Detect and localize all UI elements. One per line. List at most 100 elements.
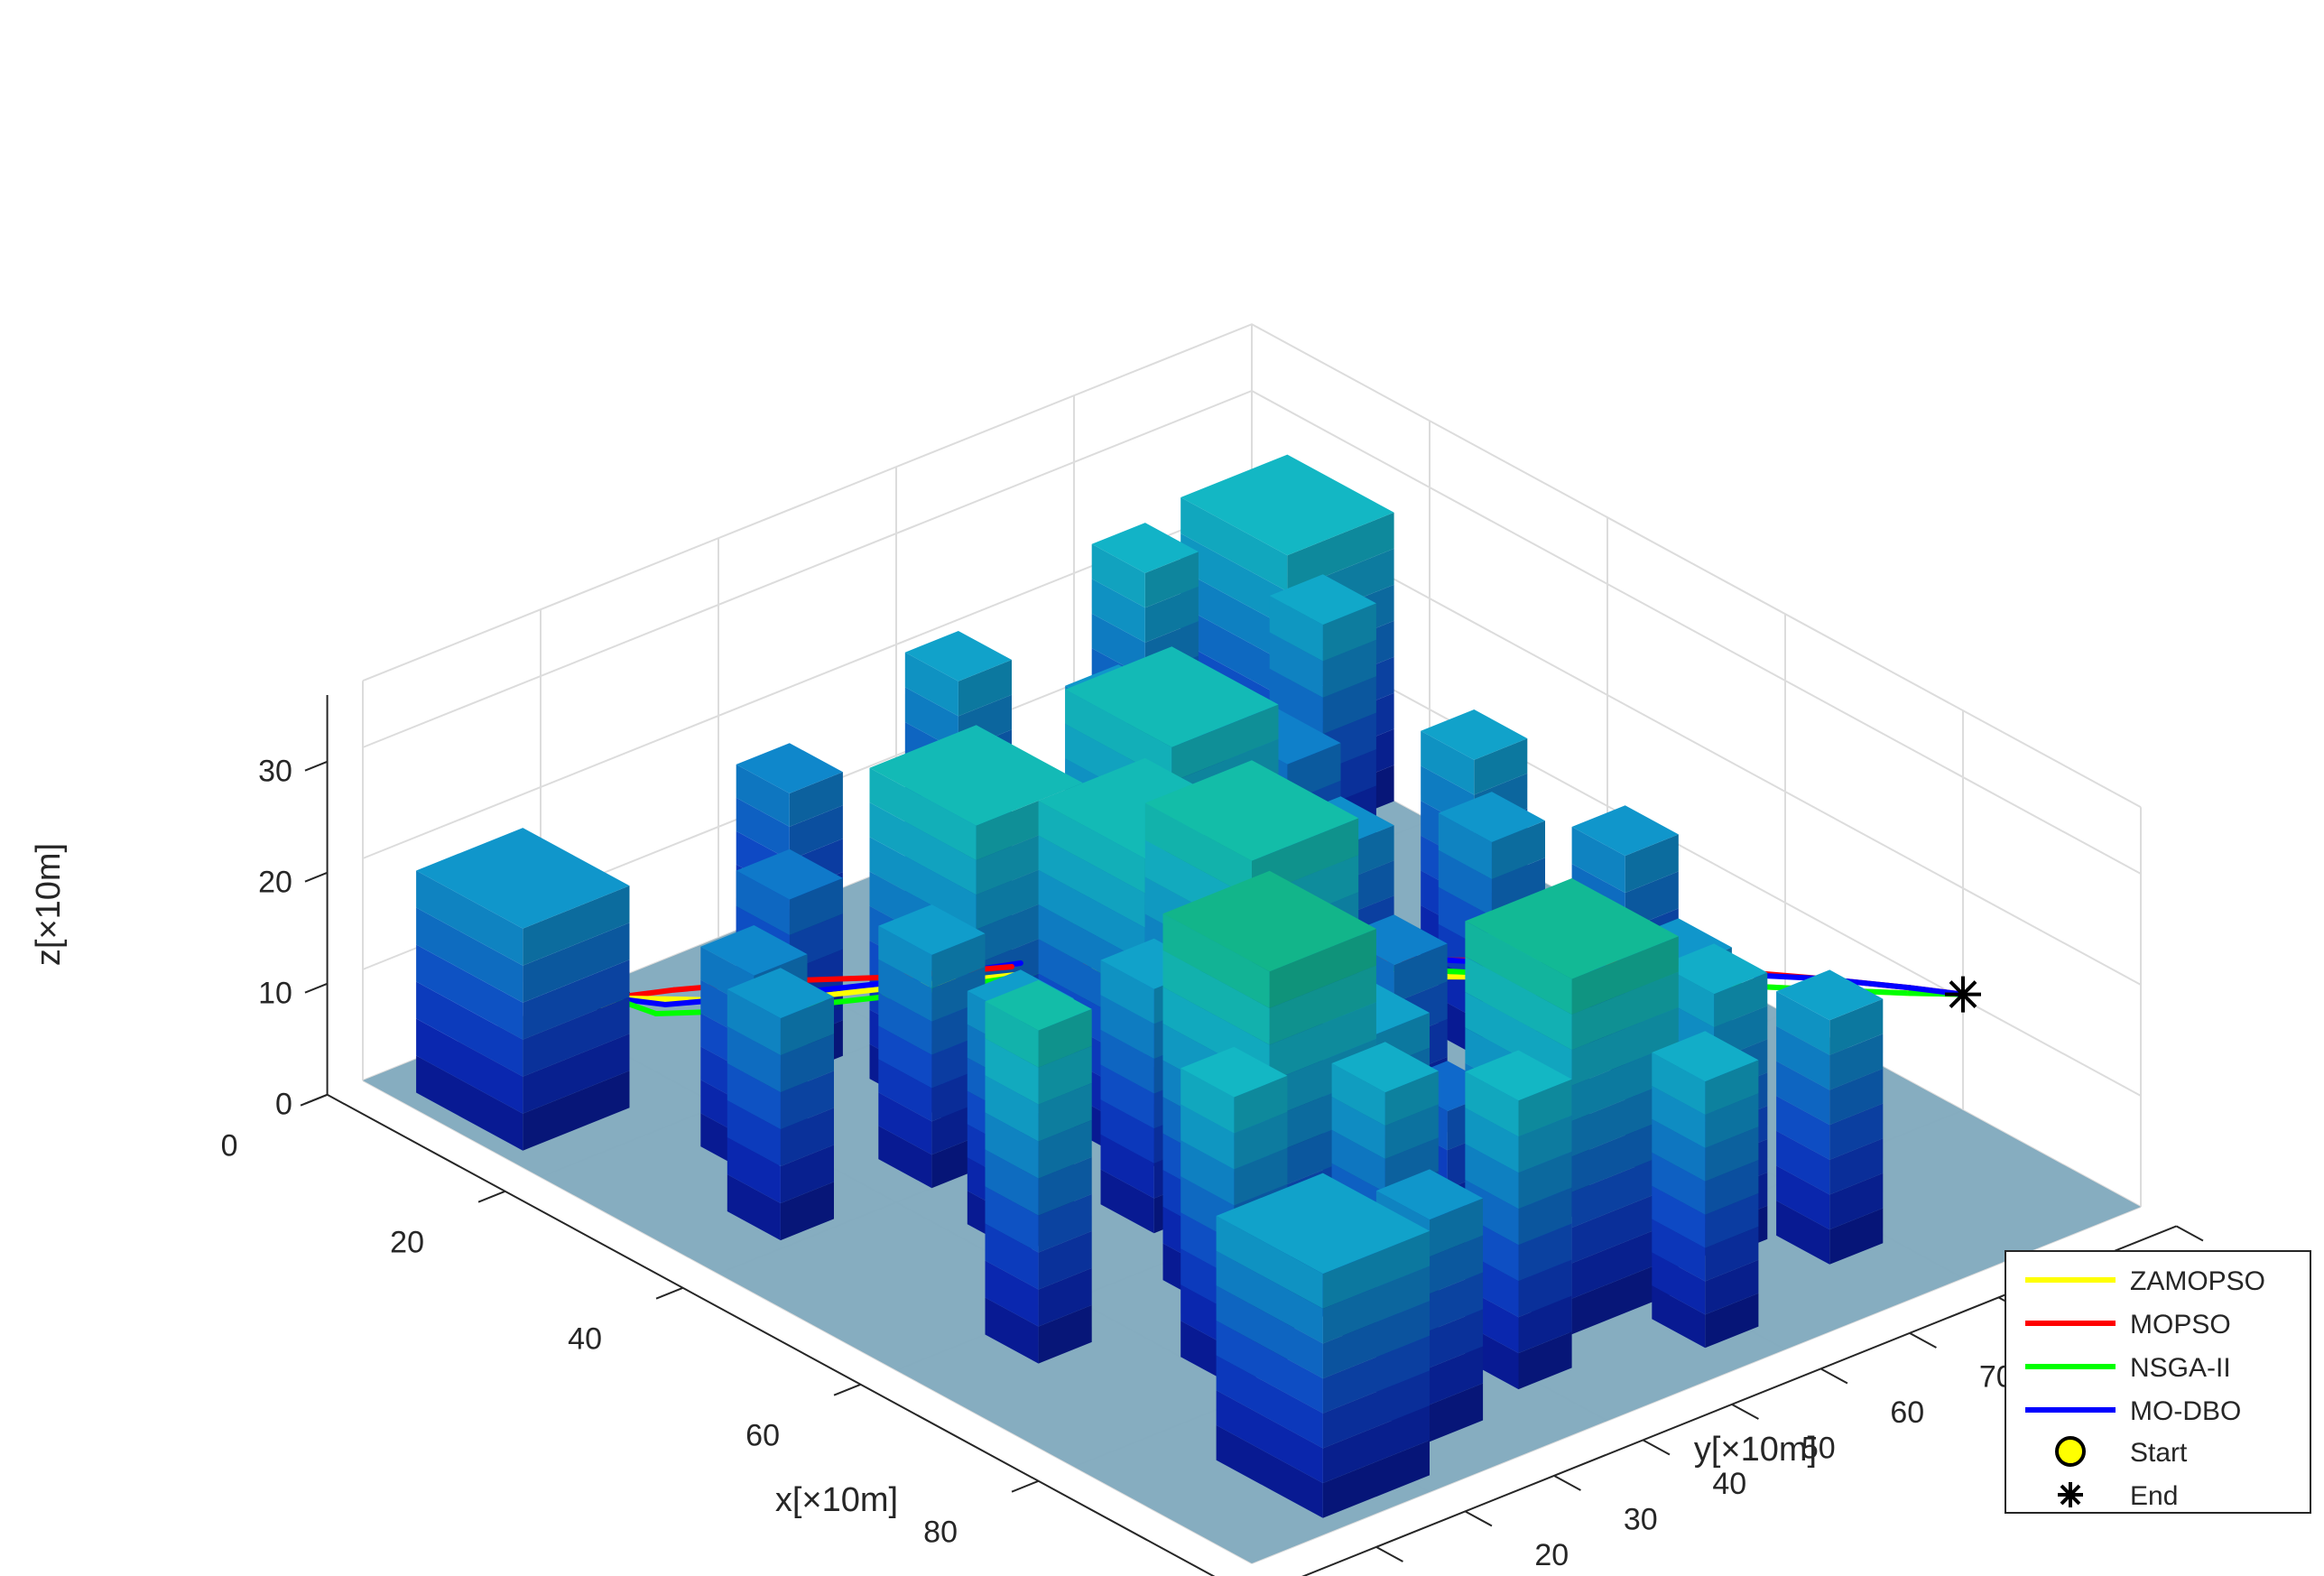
building-face	[416, 981, 523, 1077]
building-face	[727, 1063, 781, 1130]
building-face	[1518, 1187, 1572, 1246]
building-face	[1491, 858, 1545, 916]
legend-marker-end	[2058, 1482, 2083, 1507]
building-top	[1465, 1050, 1572, 1101]
building-face	[1181, 1068, 1235, 1134]
y-tick	[2175, 1225, 2204, 1242]
building-face	[1322, 1335, 1430, 1414]
y-tick-label: 40	[1712, 1467, 1746, 1501]
building-face	[416, 870, 523, 966]
building-face	[1652, 1285, 1706, 1349]
building-face	[1091, 613, 1145, 678]
building-face	[1652, 1185, 1706, 1248]
building-top	[700, 925, 808, 976]
building-face	[780, 1071, 834, 1130]
y-tick	[1909, 1332, 1937, 1349]
building-face	[958, 660, 1012, 717]
building-face	[1714, 972, 1768, 1028]
y-tick-label: 10	[1446, 1573, 1480, 1576]
building-top	[1652, 1031, 1759, 1082]
building-top	[1776, 969, 1884, 1021]
building-face	[1465, 1108, 1519, 1173]
building-face	[1038, 1119, 1092, 1179]
building-face	[1322, 1405, 1430, 1484]
building-face	[985, 1186, 1039, 1253]
building-face	[1038, 1193, 1092, 1253]
building-face	[878, 1126, 932, 1189]
legend-label-zamopso: ZAMOPSO	[2130, 1266, 2265, 1296]
building-top	[1091, 523, 1199, 573]
building-face	[1652, 1118, 1706, 1182]
building-face	[416, 944, 523, 1040]
building-face	[1331, 1129, 1385, 1192]
y-tick	[1819, 1367, 1848, 1385]
building-face	[1322, 676, 1376, 735]
x-tick-label: 60	[745, 1418, 780, 1452]
building-face	[1571, 1114, 1679, 1192]
building-face	[878, 925, 932, 988]
building-face	[1829, 1208, 1884, 1265]
building-face	[1430, 1272, 1484, 1331]
building-face	[1322, 639, 1376, 698]
building-top	[1144, 760, 1359, 861]
building-face	[1322, 1301, 1430, 1379]
building-face	[1571, 936, 1679, 1015]
building-face	[1038, 1082, 1092, 1142]
building	[1652, 1031, 1759, 1349]
x-tick	[833, 1383, 861, 1396]
building-face	[1438, 812, 1492, 879]
z-tick	[304, 760, 328, 772]
z-tick-label: 20	[258, 866, 292, 900]
building-face	[1100, 1029, 1154, 1094]
building-face	[1322, 1370, 1430, 1449]
building-face	[523, 960, 630, 1040]
building-face	[1181, 1104, 1235, 1170]
building-face	[985, 1297, 1039, 1364]
y-tick	[1731, 1404, 1759, 1420]
building-top	[985, 979, 1092, 1031]
building-face	[1393, 943, 1448, 1003]
building-top	[904, 631, 1012, 681]
legend-box	[2005, 1250, 2311, 1514]
building-face	[1269, 965, 1376, 1045]
building-face	[1038, 1230, 1092, 1290]
building-face	[1181, 533, 1288, 628]
building-face	[1384, 1104, 1439, 1159]
building-face	[1430, 1383, 1484, 1442]
building-face	[869, 837, 977, 930]
building-face	[1216, 1216, 1323, 1309]
building-face	[1216, 1355, 1323, 1449]
building-face	[1331, 1097, 1385, 1159]
building-face	[727, 1100, 781, 1167]
y-tick-label: 30	[1624, 1502, 1658, 1536]
building-face	[780, 1034, 834, 1093]
x-tick-label: 0	[221, 1128, 238, 1163]
building-top	[1181, 1046, 1288, 1098]
building-face	[1705, 1293, 1759, 1349]
building-top	[1571, 805, 1679, 857]
building-face	[1181, 605, 1288, 700]
building-face	[727, 1137, 781, 1204]
building-face	[1091, 543, 1145, 608]
building-face	[985, 1260, 1039, 1327]
grid-line	[362, 323, 2142, 809]
building-face	[1776, 1025, 1830, 1090]
building-face	[1465, 1144, 1519, 1210]
building-face	[1518, 1295, 1572, 1354]
building-face	[727, 989, 781, 1056]
building-face	[727, 1174, 781, 1241]
building-face	[1430, 1309, 1484, 1368]
end-marker	[1945, 976, 1981, 1013]
building-face	[1776, 1165, 1830, 1230]
building-face	[878, 959, 932, 1022]
z-tick	[304, 1093, 328, 1105]
building-face	[1571, 971, 1679, 1051]
building-face	[1100, 960, 1154, 1024]
building-top	[1438, 792, 1545, 842]
building-face	[416, 907, 523, 1003]
building-face	[1216, 1390, 1323, 1484]
building-face	[727, 1026, 781, 1093]
z-tick	[304, 871, 328, 883]
building-face	[1652, 1219, 1706, 1282]
building-face	[1269, 632, 1323, 698]
